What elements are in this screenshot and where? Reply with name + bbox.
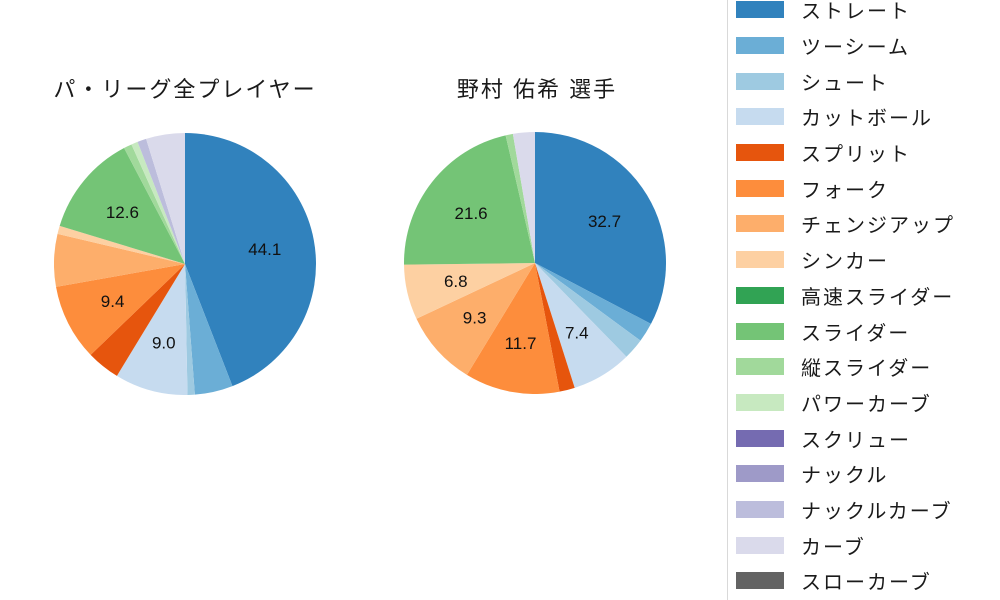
- pie-slice-パワーカーブ[interactable]: [131, 141, 185, 264]
- legend-item-スライダー[interactable]: スライダー: [728, 313, 1000, 349]
- legend-item-スクリュー[interactable]: スクリュー: [728, 420, 1000, 456]
- pie-slice-カーブ[interactable]: [146, 133, 185, 264]
- legend-item-ナックルカーブ[interactable]: ナックルカーブ: [728, 492, 1000, 528]
- legend-item-高速スライダー[interactable]: 高速スライダー: [728, 278, 1000, 314]
- legend-item-label: フォーク: [801, 179, 889, 202]
- pie-slice-カットボール[interactable]: [535, 263, 627, 388]
- pie-slice-フォーク[interactable]: [56, 264, 185, 355]
- pie-slice-フォーク[interactable]: [466, 263, 560, 394]
- pie-slice-シュート[interactable]: [185, 264, 195, 395]
- pie-slice-縦スライダー[interactable]: [124, 144, 185, 264]
- legend-color-swatch: [736, 251, 784, 269]
- legend-color-swatch: [736, 322, 784, 340]
- legend-item-label: ナックル: [801, 465, 889, 488]
- legend-color-swatch: [736, 179, 784, 197]
- chart-title-nomura-player: 野村 佑希 選手: [456, 77, 618, 102]
- legend-item-label: ナックルカーブ: [801, 500, 953, 523]
- chart-title-pa-league: パ・リーグ全プレイヤー: [53, 77, 317, 102]
- legend-item-label: カーブ: [801, 536, 866, 559]
- pie-slice-スプリット[interactable]: [535, 263, 575, 392]
- pie-slice-チェンジアップ[interactable]: [54, 233, 185, 287]
- legend-item-ツーシーム[interactable]: ツーシーム: [728, 28, 1000, 64]
- pie-slice-縦スライダー[interactable]: [505, 133, 535, 263]
- legend-color-swatch: [736, 144, 784, 162]
- pie-value-label-カットボール: 9.0: [152, 333, 176, 352]
- pie-slice-カーブ[interactable]: [512, 132, 535, 263]
- legend-color-swatch: [736, 358, 784, 376]
- pie-value-label-スライダー: 21.6: [455, 204, 488, 223]
- pie-slice-ツーシーム[interactable]: [535, 263, 651, 341]
- pie-slice-ツーシーム[interactable]: [185, 264, 233, 395]
- legend-item-ストレート[interactable]: ストレート: [728, 0, 1000, 28]
- legend-item-label: チェンジアップ: [801, 215, 955, 238]
- legend-item-パワーカーブ[interactable]: パワーカーブ: [728, 385, 1000, 421]
- pie-chart-pa-league: 44.1 9.0 9.4 12.6: [54, 133, 316, 395]
- legend-item-縦スライダー[interactable]: 縦スライダー: [728, 349, 1000, 385]
- pie-value-label-ストレート: 44.1: [248, 240, 281, 259]
- pie-slice-カットボール[interactable]: [116, 264, 188, 395]
- pie-slice-ストレート[interactable]: [535, 132, 666, 324]
- pie-value-label-フォーク: 9.4: [101, 292, 125, 311]
- pie-slice-シンカー[interactable]: [57, 225, 185, 264]
- legend-color-swatch: [736, 572, 784, 590]
- legend-color-swatch: [736, 72, 784, 90]
- pie-slice-ストレート[interactable]: [185, 133, 316, 387]
- legend-item-ナックル[interactable]: ナックル: [728, 456, 1000, 492]
- legend-item-label: 高速スライダー: [801, 286, 955, 309]
- legend-color-swatch: [736, 429, 784, 447]
- legend-color-swatch: [736, 465, 784, 483]
- legend-item-label: ストレート: [801, 1, 911, 24]
- pie-chart-nomura-player: 32.7 7.4 11.7 9.3 6.8 21.6: [404, 132, 666, 394]
- pie-value-label-ストレート: 32.7: [588, 212, 621, 231]
- legend-color-swatch: [736, 393, 784, 411]
- pie-slice-シンカー[interactable]: [404, 263, 535, 319]
- legend-color-swatch: [736, 286, 784, 304]
- legend-item-label: 縦スライダー: [801, 358, 933, 381]
- legend-item-スプリット[interactable]: スプリット: [728, 135, 1000, 171]
- pie-slice-スライダー[interactable]: [404, 135, 535, 265]
- pie-value-label-スライダー: 12.6: [106, 203, 139, 222]
- pitch-type-legend: ストレートツーシームシュートカットボール スプリットフォークチェンジアップ シンカー…: [727, 0, 1000, 600]
- pie-slice-スプリット[interactable]: [90, 264, 185, 376]
- pie-value-label-シンカー: 6.8: [444, 272, 468, 291]
- legend-item-label: パワーカーブ: [801, 393, 932, 416]
- pie-value-label-カットボール: 7.4: [565, 324, 589, 343]
- legend-item-フォーク[interactable]: フォーク: [728, 170, 1000, 206]
- legend-item-カーブ[interactable]: カーブ: [728, 527, 1000, 563]
- legend-item-シンカー[interactable]: シンカー: [728, 242, 1000, 278]
- legend-item-label: カットボール: [801, 108, 933, 131]
- pie-value-label-チェンジアップ: 9.3: [463, 308, 487, 327]
- legend-color-swatch: [736, 1, 784, 19]
- legend-item-label: スローカーブ: [801, 572, 932, 595]
- legend-item-label: スプリット: [801, 144, 911, 167]
- legend-color-swatch: [736, 215, 784, 233]
- legend-item-チェンジアップ[interactable]: チェンジアップ: [728, 206, 1000, 242]
- legend-item-label: スクリュー: [801, 429, 911, 452]
- pie-value-label-フォーク: 11.7: [505, 334, 537, 353]
- legend-color-swatch: [736, 536, 784, 554]
- legend-item-label: スライダー: [801, 322, 911, 345]
- pie-slice-スライダー[interactable]: [59, 148, 185, 264]
- pie-slice-チェンジアップ[interactable]: [416, 263, 535, 375]
- legend-color-swatch: [736, 108, 784, 126]
- legend-color-swatch: [736, 500, 784, 518]
- legend-item-label: シュート: [801, 72, 889, 95]
- pie-slice-ナックルカーブ[interactable]: [137, 138, 185, 264]
- legend-item-カットボール[interactable]: カットボール: [728, 99, 1000, 135]
- legend-item-スローカーブ[interactable]: スローカーブ: [728, 563, 1000, 599]
- pie-slice-シュート[interactable]: [535, 263, 641, 357]
- legend-item-label: シンカー: [801, 251, 889, 274]
- legend-item-シュート[interactable]: シュート: [728, 63, 1000, 99]
- legend-color-swatch: [736, 37, 784, 55]
- legend-item-label: ツーシーム: [801, 37, 910, 60]
